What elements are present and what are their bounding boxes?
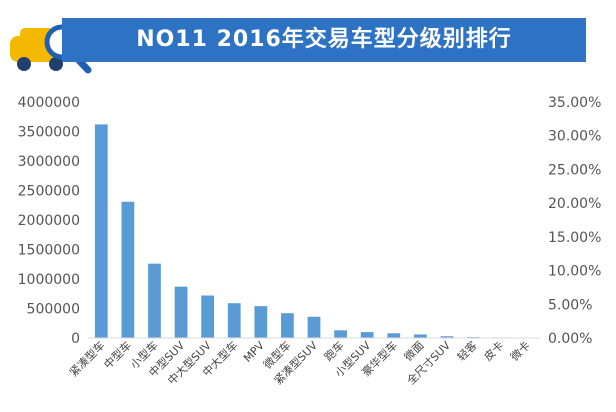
y-tick-label: 0 [71, 331, 80, 347]
y-tick-label: 1500000 [18, 243, 80, 259]
category-label: 中型车 [101, 338, 134, 371]
bar [121, 201, 135, 338]
y-tick-label: 2500000 [18, 184, 80, 200]
bar [387, 333, 401, 338]
bar-chart: 0 500000 1000000 1500000 2000000 2500000 30000… [18, 95, 602, 388]
y2-tick-label: 15.00% [548, 230, 601, 246]
bar [307, 316, 321, 338]
y2-tick-label: 0.00% [548, 331, 592, 347]
y-tick-label: 1000000 [18, 272, 80, 288]
bar [94, 124, 108, 338]
bar [281, 313, 294, 338]
bar [174, 286, 188, 338]
y-tick-label: 3500000 [18, 125, 80, 141]
bar [148, 263, 161, 338]
y2-tick-label: 35.00% [548, 95, 601, 111]
title-bar [62, 18, 586, 62]
category-label: 微卡 [507, 338, 532, 363]
bar [201, 295, 215, 338]
bar [227, 303, 241, 338]
bar [334, 330, 347, 338]
y-tick-label: 2000000 [18, 213, 80, 229]
y2-tick-label: 25.00% [548, 162, 601, 178]
bar [413, 334, 427, 338]
y-tick-label: 500000 [27, 302, 80, 318]
y2-tick-label: 10.00% [548, 264, 601, 280]
bars [94, 124, 534, 339]
y-tick-label: 4000000 [18, 95, 80, 111]
y2-tick-label: 5.00% [548, 297, 592, 313]
chart-title: NO11 2016年交易车型分级别排行 [136, 27, 512, 52]
category-label: 皮卡 [481, 339, 506, 364]
bar [254, 306, 268, 338]
category-label: 轻客 [454, 338, 479, 363]
y2-tick-label: 30.00% [548, 129, 601, 145]
left-axis-ticks: 0 500000 1000000 1500000 2000000 2500000 30000… [18, 95, 80, 347]
bar [440, 336, 454, 338]
y-tick-label: 3000000 [18, 154, 80, 170]
banner: NO11 2016年交易车型分级别排行 [0, 0, 616, 78]
bar [360, 332, 374, 338]
right-axis-ticks: 0.00% 5.00% 10.00% 15.00% 20.00% 25.00% 30.00%… [548, 95, 601, 347]
y2-tick-label: 20.00% [548, 196, 601, 212]
